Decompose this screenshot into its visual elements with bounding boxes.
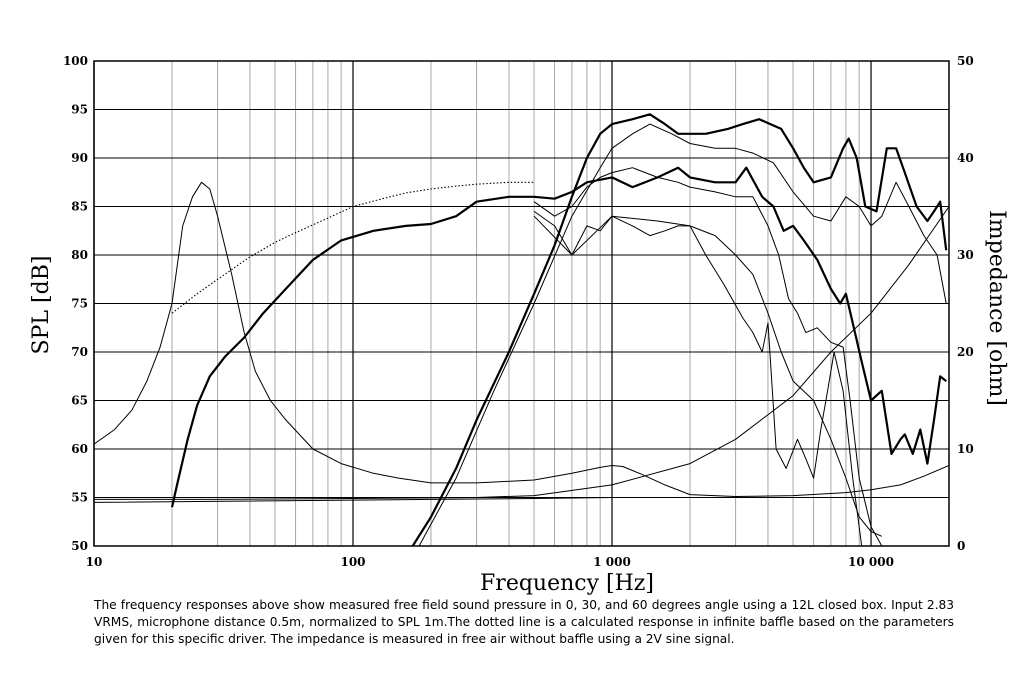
- major-gridlines: [93, 61, 949, 546]
- x-tick-label: 1 000: [593, 555, 631, 569]
- plot-frame: [93, 60, 950, 547]
- series-line-1: [170, 166, 947, 508]
- left-tick-labels: 50 55 60 65 70 75 80 85 90 95 100: [63, 54, 88, 553]
- y-tick-label: 80: [71, 248, 88, 262]
- x-axis-title: Frequency [Hz]: [480, 571, 654, 596]
- y-tick-label: 50: [71, 539, 88, 553]
- y2-tick-label: 50: [957, 54, 974, 68]
- chart-caption: The frequency responses above show measu…: [94, 598, 954, 646]
- series-line-3: [418, 123, 947, 546]
- x-tick-label: 100: [340, 555, 365, 569]
- series-layer: [94, 113, 949, 546]
- y2-tick-label: 10: [957, 442, 974, 456]
- y-tick-label: 70: [71, 345, 88, 359]
- right-tick-labels: 0 10 20 30 40 50: [957, 54, 974, 553]
- y2-tick-label: 20: [957, 345, 974, 359]
- series-line-4: [533, 167, 883, 546]
- y-tick-label: 95: [71, 103, 88, 117]
- series-line-9: [94, 206, 949, 500]
- series-line-5: [533, 210, 863, 546]
- series-line-6: [533, 215, 883, 537]
- y-tick-label: 75: [71, 297, 88, 311]
- y2-tick-label: 40: [957, 151, 974, 165]
- series-line-8: [94, 181, 949, 497]
- y-tick-label: 65: [71, 394, 88, 408]
- y2-axis-title: Impedance [ohm]: [984, 210, 1009, 406]
- x-tick-labels: 10 100 1 000 10 000: [86, 555, 894, 569]
- x-tick-label: 10 000: [848, 555, 894, 569]
- y-tick-label: 60: [71, 442, 88, 456]
- series-line-7: [171, 181, 535, 314]
- series-line-2: [411, 113, 948, 546]
- y-tick-label: 55: [71, 491, 88, 505]
- y-tick-label: 100: [63, 54, 88, 68]
- x-tick-label: 10: [86, 555, 103, 569]
- y2-tick-label: 0: [957, 539, 965, 553]
- y2-tick-label: 30: [957, 248, 974, 262]
- y-tick-label: 90: [71, 151, 88, 165]
- y-axis-title: SPL [dB]: [29, 256, 54, 355]
- y-tick-label: 85: [71, 200, 88, 214]
- series-line-10: [94, 497, 949, 503]
